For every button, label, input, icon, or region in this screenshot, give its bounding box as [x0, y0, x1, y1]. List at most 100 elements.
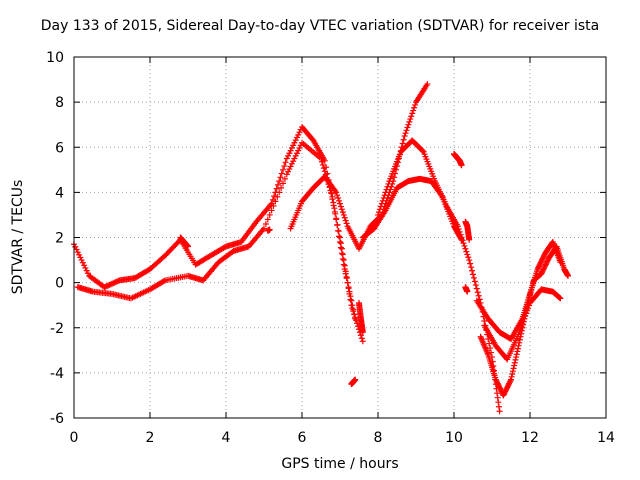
data-point-track-b — [288, 160, 295, 167]
data-point-track-c — [333, 189, 340, 196]
data-point-track-b — [283, 171, 290, 178]
data-point-track-b — [281, 175, 288, 182]
data-point-track-a — [81, 262, 88, 269]
data-point-track-b — [268, 207, 275, 214]
data-point-track-b — [334, 222, 341, 229]
data-point-track-e — [474, 289, 481, 296]
x-tick-label: 10 — [445, 430, 463, 446]
data-point-track-e — [456, 228, 463, 235]
data-point-track-f — [544, 258, 551, 265]
data-point-track-e — [377, 203, 384, 210]
data-point-track-f — [542, 261, 549, 268]
data-point-track-c — [336, 197, 343, 204]
data-point-track-e — [455, 226, 462, 233]
data-point-track-h — [526, 302, 533, 309]
data-point-track-e — [381, 192, 388, 199]
data-point-track-f — [539, 267, 546, 274]
data-point-track-g — [540, 254, 547, 261]
data-point-track-b — [330, 199, 337, 206]
data-point-track-f — [497, 387, 504, 394]
data-point-track-c — [408, 113, 415, 120]
data-point-track-a — [278, 170, 285, 177]
y-tick-label: 8 — [55, 95, 64, 111]
data-point-track-f — [506, 379, 513, 386]
data-point-track-h — [524, 307, 531, 314]
data-point-track-a — [293, 134, 300, 141]
data-point-track-c — [391, 174, 398, 181]
data-point-track-e — [461, 242, 468, 249]
data-point-track-e — [495, 403, 502, 410]
data-point-track-e — [457, 231, 464, 238]
data-point-track-f — [502, 388, 509, 395]
data-point-track-e — [466, 257, 473, 264]
data-point-track-g — [539, 256, 546, 263]
data-point-track-a — [296, 129, 303, 136]
data-point-track-e — [380, 195, 387, 202]
data-point-track-c — [402, 130, 409, 137]
data-point-track-f — [494, 380, 501, 387]
data-point-track-b — [262, 220, 269, 227]
data-point-track-e — [375, 209, 382, 216]
data-point-track-b — [345, 284, 352, 291]
data-point-track-h — [519, 320, 526, 327]
y-axis-label: SDTVAR / TECUs — [10, 179, 26, 295]
data-point-track-f — [504, 383, 511, 390]
data-point-track-a — [283, 155, 290, 162]
data-point-track-c — [406, 118, 413, 125]
data-point-track-h — [523, 310, 530, 317]
data-point-track-g — [537, 259, 544, 266]
ticks: 0 2 4 6 8 10 12 14 -6 -4 -2 0 2 4 6 8 10 — [46, 50, 615, 446]
data-point-track-a — [281, 163, 288, 170]
data-point-track-c — [341, 214, 348, 221]
data-point-track-b — [329, 193, 336, 200]
data-point-track-e — [469, 267, 476, 274]
data-point-track-b — [343, 275, 350, 282]
data-point-track-b — [266, 211, 273, 218]
data-point-track-f — [495, 383, 502, 390]
data-point-track-c — [405, 121, 412, 128]
data-point-track-e — [383, 186, 390, 193]
data-point-track-a — [84, 270, 91, 277]
y-tick-label: 2 — [55, 231, 64, 247]
data-point-track-e — [473, 285, 480, 292]
data-point-track-b — [347, 293, 354, 300]
y-tick-label: 0 — [55, 276, 64, 292]
data-point-track-b — [351, 311, 358, 318]
data-point-track-a — [290, 142, 297, 149]
data-point-track-e — [382, 189, 389, 196]
data-point-track-h — [520, 318, 527, 325]
data-point-track-e — [378, 200, 385, 207]
data-point-track-a — [73, 246, 80, 253]
data-point-track-b — [346, 288, 353, 295]
data-point-track-a — [282, 159, 289, 166]
data-point-track-f — [516, 336, 523, 343]
data-point-track-b — [352, 315, 359, 322]
data-point-track-f — [512, 356, 519, 363]
data-point-track-b — [332, 210, 339, 217]
y-tick-label: 6 — [55, 140, 64, 156]
data-point-track-a — [82, 264, 89, 271]
data-point-track-b — [337, 244, 344, 251]
data-point-track-c — [343, 220, 350, 227]
data-point-track-a — [287, 147, 294, 154]
data-point-track-f — [501, 391, 508, 398]
data-point-track-c — [334, 192, 341, 199]
y-tick-label: -6 — [50, 411, 64, 427]
data-point-track-e — [379, 197, 386, 204]
data-point-track-a — [72, 243, 79, 250]
y-tick-label: -2 — [50, 321, 64, 337]
data-point-track-b — [261, 225, 267, 232]
data-point-track-b — [350, 306, 357, 313]
data-point-track-a — [78, 257, 85, 264]
x-tick-label: 8 — [374, 430, 383, 446]
data-point-track-b — [328, 190, 335, 197]
data-point-track-f — [513, 354, 520, 361]
data-point-track-e — [385, 180, 392, 187]
data-point-track-b — [295, 147, 302, 154]
data-point-track-e — [468, 264, 475, 271]
data-point-track-e — [460, 240, 467, 247]
data-point-track-h — [516, 328, 523, 335]
data-point-track-b — [319, 161, 326, 168]
data-point-track-f — [506, 380, 513, 387]
data-point-track-e — [376, 206, 383, 213]
